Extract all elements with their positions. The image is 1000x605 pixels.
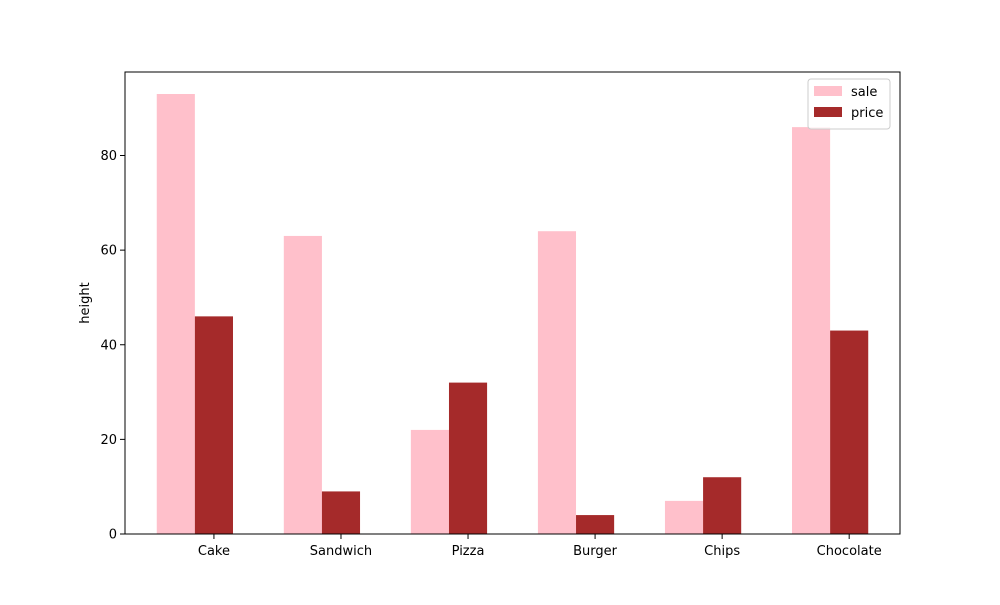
bar-sale-burger xyxy=(537,231,577,535)
bar-price-sandwich xyxy=(321,491,361,534)
x-axis: Cake Sandwich Pizza Burger Chips Chocolate xyxy=(198,534,882,559)
bar-price-cake xyxy=(194,316,233,534)
x-tick-label-chips: Chips xyxy=(704,544,740,559)
x-tick-label-pizza: Pizza xyxy=(452,544,485,559)
legend-label-price: price xyxy=(851,106,883,121)
y-tick-label: 0 xyxy=(109,528,117,543)
legend-label-sale: sale xyxy=(851,85,877,100)
legend-swatch-sale xyxy=(814,86,842,96)
bar-sale-chocolate xyxy=(792,127,831,534)
bar-price-chips xyxy=(703,477,742,534)
bar-sale-cake xyxy=(156,94,195,534)
y-tick-label: 20 xyxy=(100,433,117,448)
y-axis-title: height xyxy=(78,282,93,323)
bar-price-pizza xyxy=(448,382,488,534)
y-axis: 0 20 40 60 80 xyxy=(100,149,125,543)
x-tick-label-cake: Cake xyxy=(198,544,230,559)
x-tick-label-burger: Burger xyxy=(573,544,618,559)
x-tick-label-chocolate: Chocolate xyxy=(817,544,882,559)
x-tick-label-sandwich: Sandwich xyxy=(310,544,372,559)
y-tick-label: 40 xyxy=(100,338,117,353)
bars-layer xyxy=(156,94,869,535)
plot-frame xyxy=(124,71,901,535)
bar-sale-chips xyxy=(664,500,704,534)
y-tick-label: 60 xyxy=(100,244,117,259)
bar-price-chocolate xyxy=(830,330,869,534)
bar-sale-sandwich xyxy=(283,235,322,534)
y-tick-label: 80 xyxy=(100,149,117,164)
legend: sale price xyxy=(807,78,891,130)
bar-sale-pizza xyxy=(410,429,449,534)
legend-swatch-price xyxy=(814,107,842,117)
bar-price-burger xyxy=(576,515,615,534)
